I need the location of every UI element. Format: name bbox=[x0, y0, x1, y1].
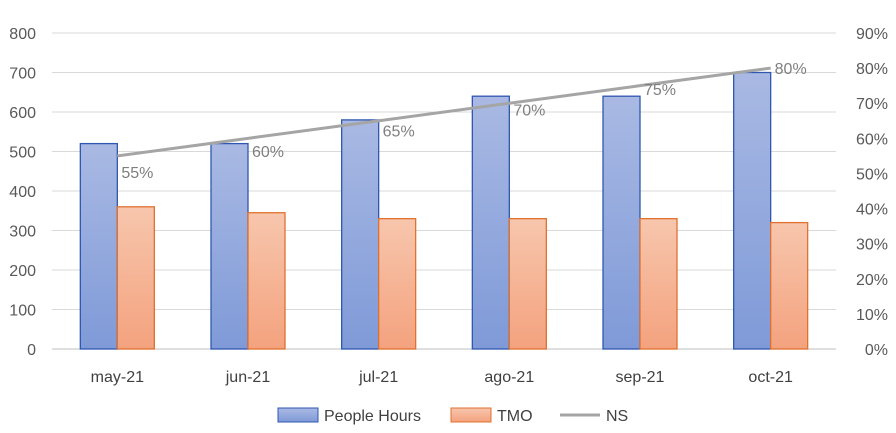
right-axis-tick-label: 30% bbox=[856, 237, 888, 254]
bar-tmo bbox=[508, 217, 547, 350]
bar-tmo bbox=[639, 217, 678, 350]
x-axis-category-label: ago-21 bbox=[484, 369, 534, 386]
legend: People Hours TMO NS bbox=[277, 407, 628, 425]
legend-label-people-hours: People Hours bbox=[324, 408, 421, 425]
right-y-axis: 0% 10% 20% 30% 40% 50% 60% 70% 80% 90% bbox=[856, 26, 888, 359]
bar-people-hours bbox=[341, 119, 380, 350]
ns-data-label: 60% bbox=[252, 144, 284, 161]
left-axis-tick-label: 400 bbox=[9, 184, 36, 201]
x-axis-categories: may-21 jun-21 jul-21 ago-21 sep-21 oct-21 bbox=[91, 369, 793, 386]
left-axis-tick-label: 700 bbox=[9, 66, 36, 83]
left-axis-tick-label: 300 bbox=[9, 224, 36, 241]
right-axis-tick-label: 10% bbox=[856, 307, 888, 324]
legend-label-ns: NS bbox=[606, 408, 628, 425]
right-axis-tick-label: 70% bbox=[856, 96, 888, 113]
bar-tmo bbox=[378, 217, 417, 350]
bar-tmo bbox=[247, 212, 286, 350]
bar-people-hours bbox=[471, 95, 510, 350]
right-axis-tick-label: 50% bbox=[856, 166, 888, 183]
ns-data-label: 75% bbox=[644, 82, 676, 99]
bar-people-hours bbox=[733, 71, 772, 350]
right-axis-tick-label: 60% bbox=[856, 131, 888, 148]
ns-data-label: 80% bbox=[775, 61, 807, 78]
left-y-axis: 0 100 200 300 400 500 600 700 800 bbox=[9, 26, 36, 359]
ns-line bbox=[117, 66, 771, 158]
x-axis-category-label: oct-21 bbox=[748, 369, 793, 386]
left-axis-tick-label: 600 bbox=[9, 105, 36, 122]
right-axis-tick-label: 20% bbox=[856, 272, 888, 289]
legend-swatch-people-hours bbox=[277, 407, 319, 423]
right-axis-tick-label: 40% bbox=[856, 202, 888, 219]
legend-label-tmo: TMO bbox=[497, 408, 533, 425]
right-axis-tick-label: 0% bbox=[865, 342, 888, 359]
ns-data-label: 65% bbox=[383, 123, 415, 140]
x-axis-category-label: sep-21 bbox=[616, 369, 665, 386]
x-axis-category-label: may-21 bbox=[91, 369, 144, 386]
left-axis-tick-label: 100 bbox=[9, 303, 36, 320]
bar-people-hours bbox=[210, 142, 249, 350]
gridlines bbox=[52, 32, 836, 350]
bars bbox=[79, 71, 809, 350]
right-axis-tick-label: 80% bbox=[856, 61, 888, 78]
left-axis-tick-label: 500 bbox=[9, 145, 36, 162]
left-axis-tick-label: 200 bbox=[9, 263, 36, 280]
right-axis-tick-label: 90% bbox=[856, 26, 888, 43]
bar-tmo bbox=[116, 206, 155, 350]
x-axis-category-label: jul-21 bbox=[358, 369, 398, 386]
ns-line-series: 55% 60% 65% 70% 75% 80% bbox=[117, 61, 807, 182]
ns-data-label: 70% bbox=[513, 103, 545, 120]
left-axis-tick-label: 800 bbox=[9, 26, 36, 43]
x-axis-category-label: jun-21 bbox=[225, 369, 271, 386]
bar-tmo bbox=[770, 221, 809, 350]
bar-people-hours bbox=[79, 142, 118, 350]
ns-data-label: 55% bbox=[121, 165, 153, 182]
bar-people-hours bbox=[602, 95, 641, 350]
legend-swatch-tmo bbox=[450, 407, 492, 423]
left-axis-tick-label: 0 bbox=[27, 342, 36, 359]
